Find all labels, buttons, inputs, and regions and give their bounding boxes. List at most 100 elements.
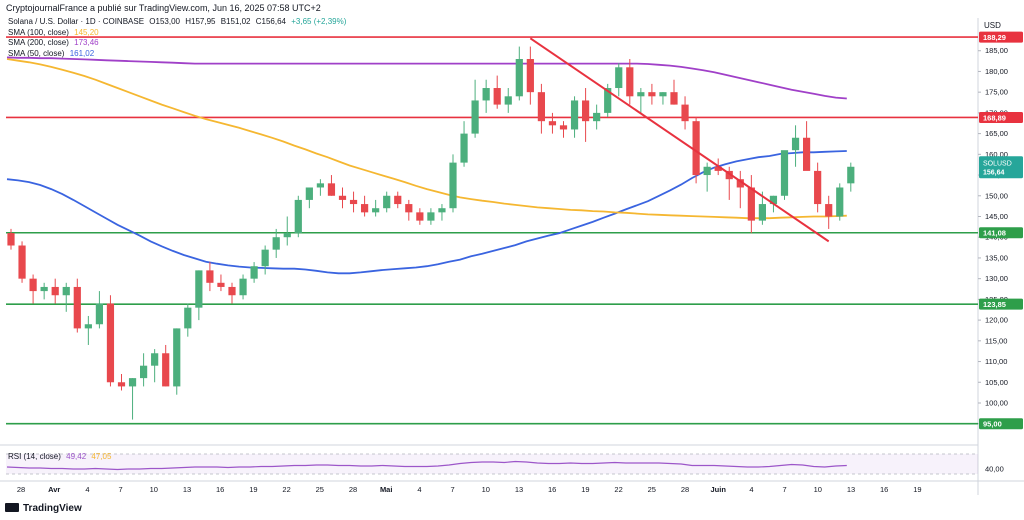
candle-body xyxy=(548,121,557,126)
candle-body xyxy=(780,150,789,196)
rsi-band xyxy=(6,454,978,474)
candle-body xyxy=(283,233,291,238)
x-tick-label: Mai xyxy=(380,485,393,494)
candle-body xyxy=(604,88,612,113)
y-tick-label: 115,00 xyxy=(985,336,1007,345)
candle-body xyxy=(692,121,700,176)
level-price-tag xyxy=(979,298,1023,310)
tradingview-icon xyxy=(5,503,19,512)
x-tick-label: 28 xyxy=(681,485,689,494)
candle-body xyxy=(714,166,722,171)
candle-body xyxy=(73,286,81,329)
ohlc-low: B151,02 xyxy=(220,17,251,26)
candle-body xyxy=(847,166,855,184)
candle-body xyxy=(294,199,302,234)
x-tick-label: 13 xyxy=(847,485,855,494)
x-tick-label: 22 xyxy=(282,485,290,494)
x-tick-label: 10 xyxy=(482,485,490,494)
sma100-value: 145,20 xyxy=(74,27,99,37)
candle-body xyxy=(29,278,37,292)
candle-body xyxy=(670,92,678,105)
level-price-label: 168,89 xyxy=(983,113,1006,122)
last-price-value: 156,64 xyxy=(983,169,1005,176)
candle-body xyxy=(791,137,800,151)
x-tick-label: Juin xyxy=(710,485,726,494)
tradingview-logo[interactable]: TradingView xyxy=(5,503,82,514)
y-tick-label: 180,00 xyxy=(985,67,1008,76)
candle-body xyxy=(648,92,656,97)
candle-body xyxy=(449,162,457,209)
rsi-tick-label: 40,00 xyxy=(985,465,1004,474)
publisher-header: CryptojournalFrance a publié sur Trading… xyxy=(6,3,321,13)
x-tick-label: 25 xyxy=(648,485,656,494)
level-price-tag xyxy=(979,111,1023,123)
candle-body xyxy=(228,286,236,296)
x-tick-label: 10 xyxy=(814,485,822,494)
candle-body xyxy=(316,183,324,188)
last-price-countdown: 18:01:25 xyxy=(983,178,1010,185)
candle-body xyxy=(836,187,844,217)
sma200-line xyxy=(6,56,847,100)
candle-body xyxy=(405,204,413,213)
candle-body xyxy=(117,382,126,387)
y-tick-label: 100,00 xyxy=(985,398,1008,407)
candle-body xyxy=(803,137,811,171)
candle-body xyxy=(217,282,225,287)
candle-body xyxy=(349,199,358,205)
legend-sma100[interactable]: SMA (100, close) 145,20 xyxy=(8,28,346,39)
x-tick-label: 16 xyxy=(880,485,888,494)
candle-body xyxy=(372,208,380,213)
candle-body xyxy=(438,208,446,213)
candle-body xyxy=(747,187,755,221)
candle-body xyxy=(416,212,424,221)
ohlc-change: +3,65 (+2,39%) xyxy=(291,17,347,26)
candle-body xyxy=(383,195,391,209)
candle-body xyxy=(394,195,402,205)
candle-body xyxy=(703,166,711,176)
tradingview-wordmark: TradingView xyxy=(23,503,82,514)
symbol-line: Solana / U.S. Dollar · 1D · COINBASE O15… xyxy=(8,17,346,28)
x-tick-label: 4 xyxy=(749,485,753,494)
candle-body xyxy=(327,183,336,196)
legend-sma50[interactable]: SMA (50, close) 161,02 xyxy=(8,49,346,60)
candle-body xyxy=(769,195,778,205)
legend-sma200[interactable]: SMA (200, close) 173,46 xyxy=(8,38,346,49)
x-tick-label: 22 xyxy=(614,485,622,494)
y-tick-label: 130,00 xyxy=(985,274,1008,283)
rsi-label: RSI (14, close) xyxy=(8,452,61,461)
candle-body xyxy=(18,245,26,279)
sma50-value: 161,02 xyxy=(69,48,95,58)
candle-body xyxy=(184,307,192,329)
candle-body xyxy=(681,104,689,122)
y-tick-label: 185,00 xyxy=(985,46,1008,55)
candle-body xyxy=(338,195,347,200)
x-tick-label: 13 xyxy=(515,485,523,494)
rsi-line xyxy=(6,460,847,471)
x-tick-label: 16 xyxy=(216,485,224,494)
x-tick-label: 28 xyxy=(349,485,357,494)
rsi-value: 49,42 xyxy=(66,452,87,461)
candle-body xyxy=(626,67,634,97)
x-tick-label: 4 xyxy=(417,485,421,494)
candle-body xyxy=(173,328,181,387)
sma200-value: 173,46 xyxy=(74,38,99,47)
candle-body xyxy=(471,100,479,134)
candle-body xyxy=(84,324,92,329)
candle-body xyxy=(582,100,590,122)
candle-body xyxy=(814,170,822,205)
candle-body xyxy=(825,204,833,217)
candle-body xyxy=(570,100,579,130)
candle-body xyxy=(493,88,501,105)
y-tick-label: 160,00 xyxy=(985,150,1008,159)
trend-line xyxy=(529,37,830,243)
candle-body xyxy=(361,204,369,213)
x-tick-label: 16 xyxy=(548,485,556,494)
candle-body xyxy=(51,286,59,296)
candle-body xyxy=(758,204,766,221)
x-tick-label: Avr xyxy=(48,485,60,494)
candle-body xyxy=(305,187,313,200)
candle-body xyxy=(162,353,170,387)
candle-body xyxy=(659,92,667,97)
candle-body xyxy=(7,233,15,246)
